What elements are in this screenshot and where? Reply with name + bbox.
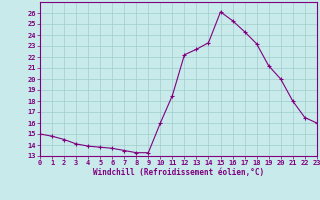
X-axis label: Windchill (Refroidissement éolien,°C): Windchill (Refroidissement éolien,°C) xyxy=(93,168,264,177)
